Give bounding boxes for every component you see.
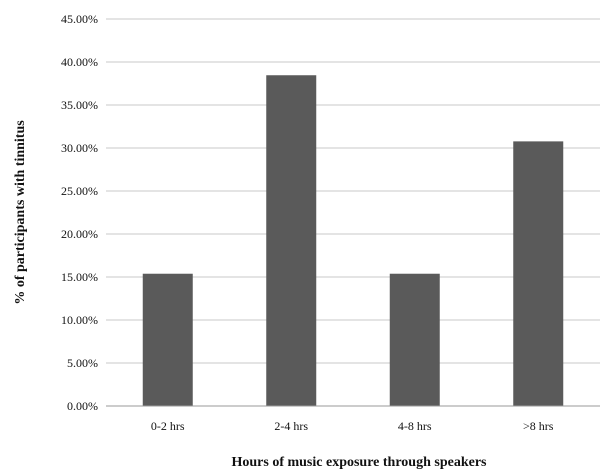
x-tick-label: 4-8 hrs: [398, 419, 432, 433]
x-tick-labels: 0-2 hrs 2-4 hrs 4-8 hrs >8 hrs: [151, 419, 554, 433]
y-tick-label: 45.00%: [61, 12, 98, 26]
x-tick-label: 2-4 hrs: [274, 419, 308, 433]
y-tick-label: 10.00%: [61, 313, 98, 327]
bar-2: [266, 75, 317, 406]
y-tick-label: 40.00%: [61, 55, 98, 69]
bar-4: [513, 141, 564, 407]
y-tick-label: 30.00%: [61, 141, 98, 155]
bars: [142, 75, 564, 407]
y-tick-label: 20.00%: [61, 227, 98, 241]
x-tick-label: 0-2 hrs: [151, 419, 185, 433]
y-tick-label: 15.00%: [61, 270, 98, 284]
y-tick-label: 35.00%: [61, 98, 98, 112]
bar-3: [389, 273, 440, 406]
y-tick-label: 5.00%: [67, 356, 98, 370]
bar-1: [142, 273, 193, 406]
x-tick-label: >8 hrs: [523, 419, 554, 433]
y-tick-label: 0.00%: [67, 399, 98, 413]
y-tick-label: 25.00%: [61, 184, 98, 198]
x-axis-title: Hours of music exposure through speakers: [231, 455, 487, 470]
y-tick-labels: 0.00% 5.00% 10.00% 15.00% 20.00% 25.00% 30.00%…: [61, 12, 98, 413]
y-axis-title: % of participants with tinnitus: [13, 120, 28, 305]
